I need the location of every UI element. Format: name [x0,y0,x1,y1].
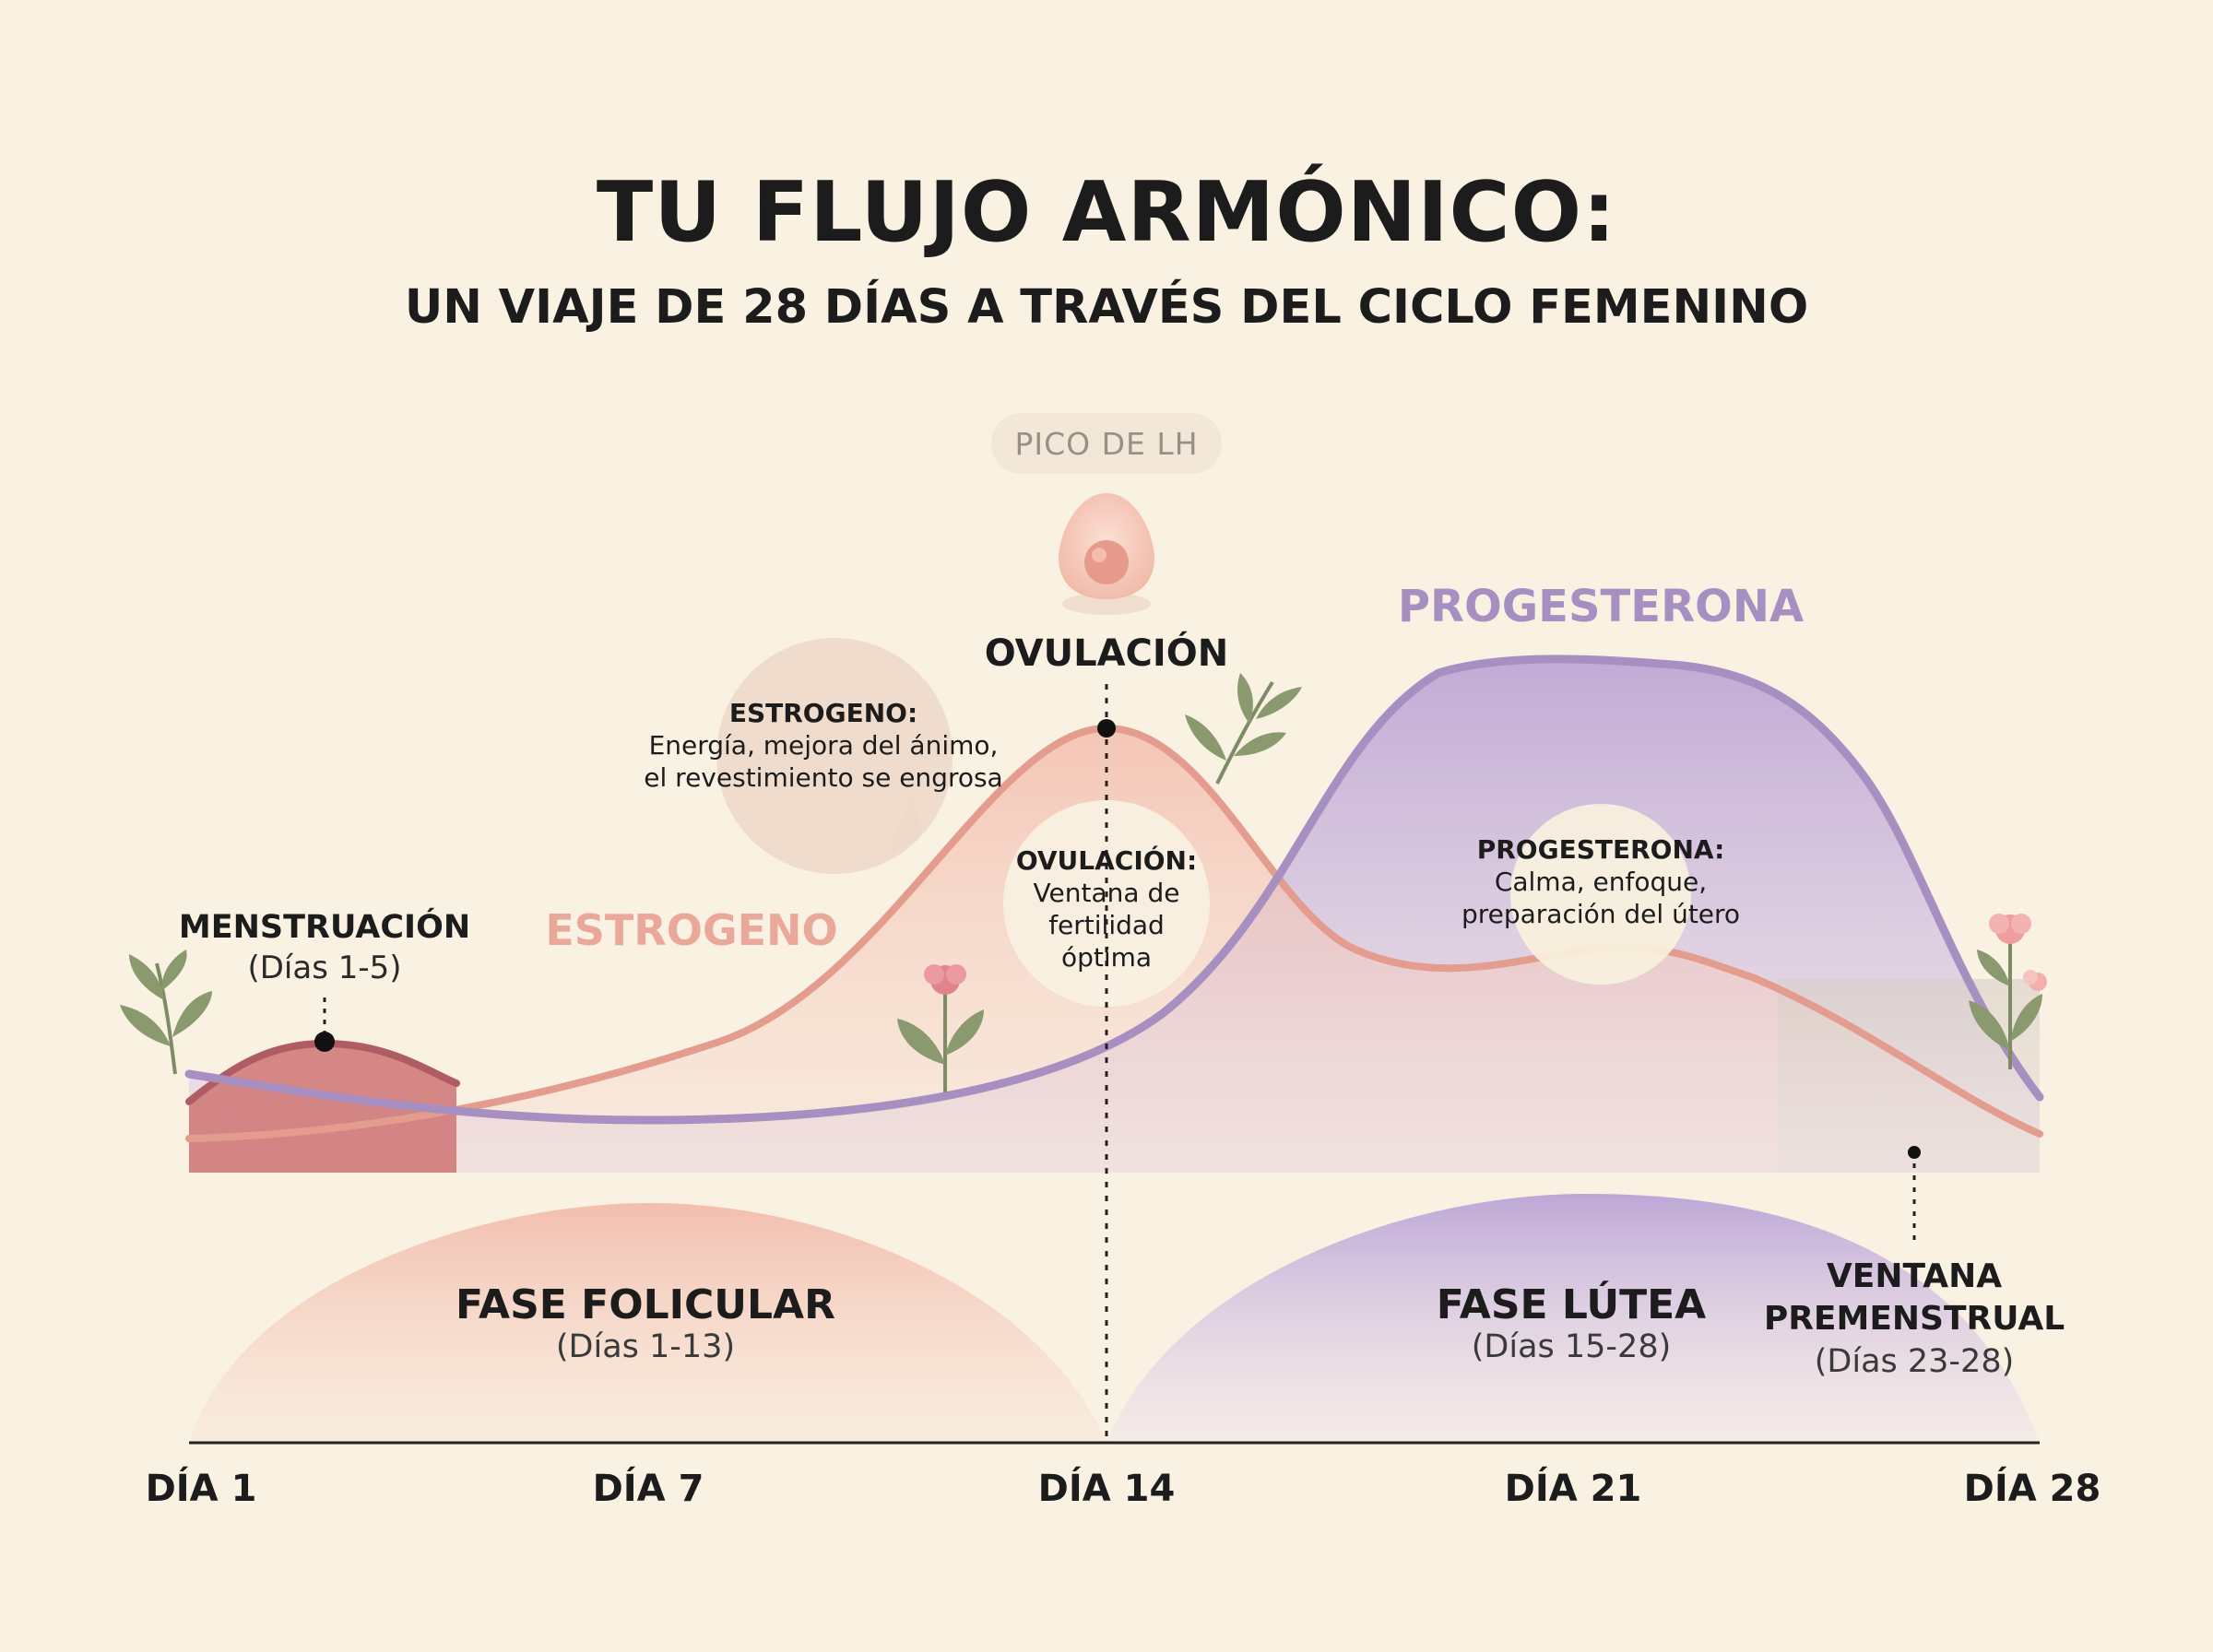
follicular-phase-dome [189,1203,1106,1443]
progesterone-note-title: PROGESTERONA: [1476,834,1725,865]
estrogen-note: ESTROGENO: Energía, mejora del ánimo, el… [644,697,1002,794]
page-subtitle: UN VIAJE DE 28 DÍAS A TRAVÉS DEL CICLO F… [404,280,1809,335]
premenstrual-title-line1: VENTANA [1826,1257,2003,1295]
menstruation-title: MENSTRUACIÓN [178,909,471,946]
follicular-phase-label: FASE FOLICULAR (Días 1-13) [456,1281,835,1365]
flower-icon [1969,914,2047,1069]
menstruation-days: (Días 1-5) [247,950,402,986]
premenstrual-title-line2: PREMENSTRUAL [1763,1300,2065,1338]
premenstrual-days: (Días 23-28) [1814,1343,2015,1380]
axis-tick-day-1: DÍA 1 [145,1468,257,1510]
estrogen-label: ESTROGENO [545,905,838,955]
menstruation-callout: MENSTRUACIÓN (Días 1-5) [179,907,470,988]
ovulation-note-line3: óptima [1060,942,1153,973]
follicular-phase-days: (Días 1-13) [555,1328,736,1365]
page-title: TU FLUJO ARMÓNICO: [596,164,1617,261]
estrogen-callout-bubble [716,638,953,874]
luteal-phase-days: (Días 15-28) [1471,1328,1672,1365]
lh-peak-badge: PICO DE LH [991,413,1222,474]
premenstrual-window-label: VENTANA PREMENSTRUAL (Días 23-28) [1764,1256,2065,1383]
luteal-phase-dome [1106,1194,2040,1443]
menstruation-area [189,1044,456,1173]
progesterone-callout-circle [1510,804,1691,985]
estrogen-note-line1: Energía, mejora del ánimo, [648,730,999,761]
estrogen-note-line2: el revestimiento se engrosa [644,762,1003,793]
menstruation-marker [314,1032,335,1052]
ovulation-note-title: OVULACIÓN: [1015,845,1198,876]
estrogen-note-title: ESTROGENO: [728,698,918,728]
ovulation-note: OVULACIÓN: Ventana de fertilidad óptima [1016,844,1197,974]
egg-icon [1059,493,1154,615]
luteal-phase-title: FASE LÚTEA [1436,1281,1707,1328]
premenstrual-marker [1908,1146,1921,1159]
estrogen-curve [185,724,2043,1142]
ovulation-label: OVULACIÓN [984,632,1229,675]
ovulation-marker [1097,719,1116,738]
ovulation-note-line2: fertilidad [1048,910,1165,940]
flower-icon [897,964,984,1092]
axis-tick-day-7: DÍA 7 [592,1468,704,1510]
luteal-phase-label: FASE LÚTEA (Días 15-28) [1437,1281,1706,1365]
ovulation-note-line1: Ventana de [1033,878,1180,908]
progesterone-note: PROGESTERONA: Calma, enfoque, preparació… [1462,833,1740,930]
leaf-sprig-icon [120,950,212,1075]
follicular-phase-title: FASE FOLICULAR [456,1281,835,1328]
progesterone-note-line2: preparación del útero [1461,899,1741,929]
axis-tick-day-14: DÍA 14 [1037,1468,1176,1510]
leaf-sprig-icon [1185,673,1302,785]
ovulation-callout-circle [1003,800,1210,1007]
progesterone-note-line1: Calma, enfoque, [1494,867,1708,897]
progesterone-label: PROGESTERONA [1397,581,1805,632]
progesterone-curve [184,655,2044,1125]
axis-tick-day-21: DÍA 21 [1504,1468,1642,1510]
axis-tick-day-28: DÍA 28 [1963,1468,2101,1510]
